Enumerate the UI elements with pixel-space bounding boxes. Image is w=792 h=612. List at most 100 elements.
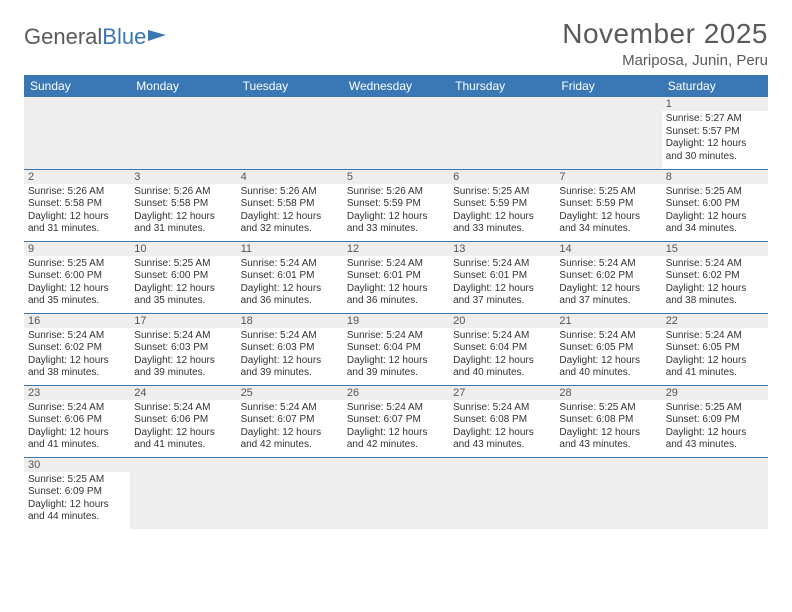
day-info: Sunrise: 5:24 AMSunset: 6:02 PMDaylight:… [28,330,126,380]
sunrise-text: Sunrise: 5:24 AM [347,330,445,343]
calendar-cell: 20Sunrise: 5:24 AMSunset: 6:04 PMDayligh… [449,313,555,385]
day-header: Wednesday [343,75,449,97]
daylight-text: Daylight: 12 hours and 35 minutes. [134,283,232,308]
day-header: Saturday [662,75,768,97]
sunset-text: Sunset: 5:59 PM [453,198,551,211]
daylight-text: Daylight: 12 hours and 38 minutes. [28,355,126,380]
daylight-text: Daylight: 12 hours and 41 minutes. [666,355,764,380]
day-header-row: Sunday Monday Tuesday Wednesday Thursday… [24,75,768,97]
calendar-cell: 9Sunrise: 5:25 AMSunset: 6:00 PMDaylight… [24,241,130,313]
calendar-cell: 6Sunrise: 5:25 AMSunset: 5:59 PMDaylight… [449,169,555,241]
sunrise-text: Sunrise: 5:25 AM [666,186,764,199]
day-info: Sunrise: 5:25 AMSunset: 6:09 PMDaylight:… [666,402,764,452]
sunrise-text: Sunrise: 5:24 AM [134,402,232,415]
day-info: Sunrise: 5:24 AMSunset: 6:01 PMDaylight:… [347,258,445,308]
calendar-cell: 28Sunrise: 5:25 AMSunset: 6:08 PMDayligh… [555,385,661,457]
page-title: November 2025 [562,18,768,50]
calendar-cell: 15Sunrise: 5:24 AMSunset: 6:02 PMDayligh… [662,241,768,313]
daylight-text: Daylight: 12 hours and 34 minutes. [559,211,657,236]
sunset-text: Sunset: 6:03 PM [134,342,232,355]
calendar-cell-empty [555,97,661,169]
day-number: 13 [449,242,555,256]
sunset-text: Sunset: 6:02 PM [28,342,126,355]
sunset-text: Sunset: 6:07 PM [241,414,339,427]
day-number: 12 [343,242,449,256]
sunrise-text: Sunrise: 5:26 AM [347,186,445,199]
daylight-text: Daylight: 12 hours and 44 minutes. [28,499,126,524]
daylight-text: Daylight: 12 hours and 38 minutes. [666,283,764,308]
sunrise-text: Sunrise: 5:24 AM [347,402,445,415]
calendar-body: 1Sunrise: 5:27 AMSunset: 5:57 PMDaylight… [24,97,768,529]
day-number: 9 [24,242,130,256]
sunset-text: Sunset: 6:02 PM [559,270,657,283]
daylight-text: Daylight: 12 hours and 42 minutes. [241,427,339,452]
daylight-text: Daylight: 12 hours and 37 minutes. [559,283,657,308]
location-text: Mariposa, Junin, Peru [562,52,768,69]
calendar-cell: 2Sunrise: 5:26 AMSunset: 5:58 PMDaylight… [24,169,130,241]
daylight-text: Daylight: 12 hours and 35 minutes. [28,283,126,308]
sunset-text: Sunset: 5:59 PM [347,198,445,211]
day-info: Sunrise: 5:24 AMSunset: 6:03 PMDaylight:… [241,330,339,380]
sunset-text: Sunset: 6:08 PM [559,414,657,427]
sunrise-text: Sunrise: 5:24 AM [559,258,657,271]
day-info: Sunrise: 5:25 AMSunset: 5:59 PMDaylight:… [453,186,551,236]
sunrise-text: Sunrise: 5:25 AM [559,186,657,199]
day-info: Sunrise: 5:24 AMSunset: 6:01 PMDaylight:… [453,258,551,308]
day-header: Friday [555,75,661,97]
sunrise-text: Sunrise: 5:24 AM [241,330,339,343]
day-number: 10 [130,242,236,256]
calendar-cell: 1Sunrise: 5:27 AMSunset: 5:57 PMDaylight… [662,97,768,169]
day-number: 22 [662,314,768,328]
day-number: 14 [555,242,661,256]
day-info: Sunrise: 5:25 AMSunset: 6:00 PMDaylight:… [134,258,232,308]
sunset-text: Sunset: 6:00 PM [134,270,232,283]
sunrise-text: Sunrise: 5:24 AM [347,258,445,271]
day-info: Sunrise: 5:25 AMSunset: 6:08 PMDaylight:… [559,402,657,452]
daylight-text: Daylight: 12 hours and 43 minutes. [453,427,551,452]
calendar-cell: 5Sunrise: 5:26 AMSunset: 5:59 PMDaylight… [343,169,449,241]
daylight-text: Daylight: 12 hours and 40 minutes. [453,355,551,380]
sunrise-text: Sunrise: 5:24 AM [453,330,551,343]
daylight-text: Daylight: 12 hours and 39 minutes. [241,355,339,380]
sunrise-text: Sunrise: 5:24 AM [666,258,764,271]
calendar-cell: 26Sunrise: 5:24 AMSunset: 6:07 PMDayligh… [343,385,449,457]
day-number: 23 [24,386,130,400]
daylight-text: Daylight: 12 hours and 39 minutes. [134,355,232,380]
daylight-text: Daylight: 12 hours and 33 minutes. [347,211,445,236]
daylight-text: Daylight: 12 hours and 42 minutes. [347,427,445,452]
sunrise-text: Sunrise: 5:26 AM [241,186,339,199]
sunset-text: Sunset: 6:00 PM [666,198,764,211]
daylight-text: Daylight: 12 hours and 30 minutes. [666,138,764,163]
sunset-text: Sunset: 6:09 PM [28,486,126,499]
calendar-cell: 13 Sunrise: 5:24 AMSunset: 6:01 PMDayligh… [449,241,555,313]
day-number: 18 [237,314,343,328]
daylight-text: Daylight: 12 hours and 31 minutes. [134,211,232,236]
daylight-text: Daylight: 12 hours and 41 minutes. [134,427,232,452]
calendar-cell-empty [343,97,449,169]
day-info: Sunrise: 5:24 AMSunset: 6:07 PMDaylight:… [347,402,445,452]
daylight-text: Daylight: 12 hours and 43 minutes. [666,427,764,452]
sunset-text: Sunset: 6:01 PM [347,270,445,283]
sunrise-text: Sunrise: 5:26 AM [134,186,232,199]
calendar-cell: 16Sunrise: 5:24 AMSunset: 6:02 PMDayligh… [24,313,130,385]
day-info: Sunrise: 5:26 AMSunset: 5:59 PMDaylight:… [347,186,445,236]
day-info: Sunrise: 5:26 AMSunset: 5:58 PMDaylight:… [134,186,232,236]
calendar-cell: 25Sunrise: 5:24 AMSunset: 6:07 PMDayligh… [237,385,343,457]
day-header: Monday [130,75,236,97]
day-info: Sunrise: 5:24 AMSunset: 6:07 PMDaylight:… [241,402,339,452]
sunset-text: Sunset: 6:04 PM [347,342,445,355]
day-number: 11 [237,242,343,256]
sunrise-text: Sunrise: 5:24 AM [241,258,339,271]
day-number: 7 [555,170,661,184]
calendar-row: 1Sunrise: 5:27 AMSunset: 5:57 PMDaylight… [24,97,768,169]
page-header: GeneralBlue November 2025 Mariposa, Juni… [24,18,768,69]
calendar-cell-empty [237,457,343,529]
sunset-text: Sunset: 6:05 PM [559,342,657,355]
sunset-text: Sunset: 5:58 PM [28,198,126,211]
day-info: Sunrise: 5:24 AMSunset: 6:05 PMDaylight:… [666,330,764,380]
sunrise-text: Sunrise: 5:25 AM [666,402,764,415]
day-number: 17 [130,314,236,328]
day-info: Sunrise: 5:24 AMSunset: 6:02 PMDaylight:… [666,258,764,308]
calendar-cell-empty [130,97,236,169]
day-number: 19 [343,314,449,328]
